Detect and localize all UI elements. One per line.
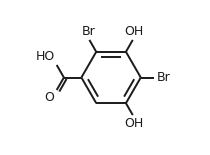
Text: Br: Br xyxy=(82,25,96,38)
Text: O: O xyxy=(45,91,54,104)
Text: OH: OH xyxy=(124,25,143,38)
Text: OH: OH xyxy=(124,117,143,130)
Text: HO: HO xyxy=(36,51,55,63)
Text: Br: Br xyxy=(156,71,170,84)
